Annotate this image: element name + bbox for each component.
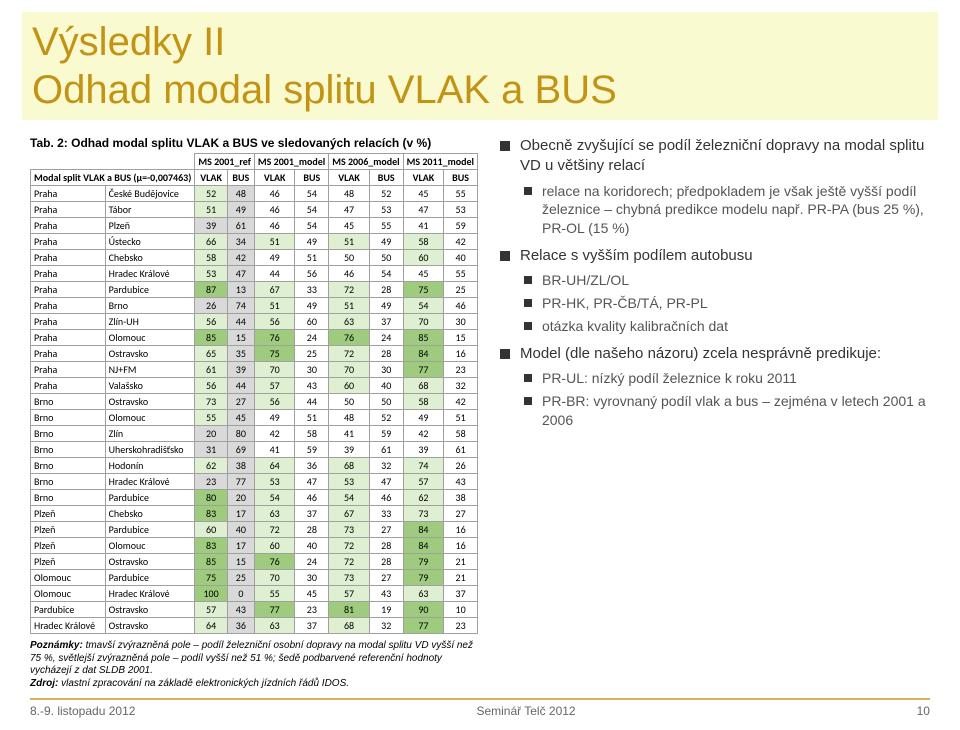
bullet-1-text: Obecně zvyšující se podíl železniční dop… bbox=[520, 137, 924, 174]
bullet-2: Relace s vyšším podílem autobusu BR-UH/Z… bbox=[498, 246, 930, 336]
slide: Výsledky II Odhad modal splitu VLAK a BU… bbox=[0, 0, 960, 730]
bullet-3-sub-1: PR-UL: nízký podíl železnice k roku 2011 bbox=[520, 369, 930, 388]
bullet-2-sub-2: PR-HK, PR-ČB/TÁ, PR-PL bbox=[520, 294, 930, 313]
bullet-3-text: Model (dle našeho názoru) zcela nesprávn… bbox=[520, 345, 881, 362]
content-row: Tab. 2: Odhad modal splitu VLAK a BUS ve… bbox=[30, 130, 930, 690]
bullet-1: Obecně zvyšující se podíl železniční dop… bbox=[498, 136, 930, 238]
title-line1: Výsledky II bbox=[32, 20, 225, 64]
footer: 8.-9. listopadu 2012 Seminář Telč 2012 1… bbox=[30, 698, 930, 718]
table-notes: Poznámky: tmavší zvýrazněná pole – podíl… bbox=[30, 640, 478, 690]
bullet-list: Obecně zvyšující se podíl železniční dop… bbox=[498, 136, 930, 430]
bullet-2-sub-3: otázka kvality kalibračních dat bbox=[520, 317, 930, 336]
notes-body: tmavší zvýrazněná pole – podíl železničn… bbox=[30, 640, 473, 676]
bullet-2-text: Relace s vyšším podílem autobusu bbox=[520, 247, 753, 264]
data-table: MS 2001_refMS 2001_modelMS 2006_modelMS … bbox=[30, 153, 478, 634]
bullet-3-sub-2: PR-BR: vyrovnaný podíl vlak a bus – zejm… bbox=[520, 392, 930, 430]
footer-left: 8.-9. listopadu 2012 bbox=[30, 704, 135, 718]
footer-center: Seminář Telč 2012 bbox=[476, 704, 575, 718]
source-body: vlastní zpracování na základě elektronic… bbox=[58, 678, 349, 689]
slide-title: Výsledky II Odhad modal splitu VLAK a BU… bbox=[22, 12, 938, 120]
footer-right: 10 bbox=[917, 704, 930, 718]
right-column: Obecně zvyšující se podíl železniční dop… bbox=[498, 136, 930, 690]
notes-label: Poznámky: bbox=[30, 640, 83, 651]
bullet-1-sub-1: relace na koridorech; předpokladem je vš… bbox=[520, 182, 930, 239]
bullet-3: Model (dle našeho názoru) zcela nesprávn… bbox=[498, 344, 930, 430]
source-label: Zdroj: bbox=[30, 678, 58, 689]
table-caption: Tab. 2: Odhad modal splitu VLAK a BUS ve… bbox=[30, 136, 478, 150]
left-column: Tab. 2: Odhad modal splitu VLAK a BUS ve… bbox=[30, 136, 478, 690]
title-line2: Odhad modal splitu VLAK a BUS bbox=[32, 68, 617, 112]
bullet-2-sub-1: BR-UH/ZL/OL bbox=[520, 271, 930, 290]
